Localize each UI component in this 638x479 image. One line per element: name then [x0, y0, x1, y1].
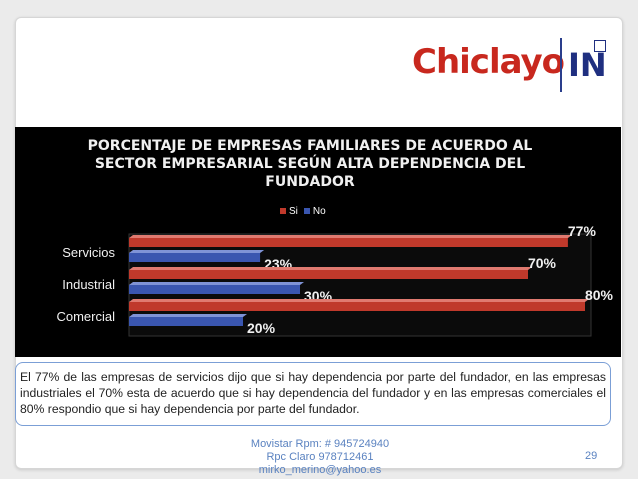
legend-label-si: Si	[289, 206, 298, 217]
footer-contact: Movistar Rpm: # 945724940 Rpc Claro 9787…	[210, 438, 430, 477]
footer-line-claro: Rpc Claro 978712461	[266, 451, 374, 463]
value-label-no-comercial: 20%	[247, 320, 276, 336]
legend-swatch-no	[303, 208, 310, 214]
bar-top-no-servicios	[129, 250, 265, 253]
logo-suffix-text: IN	[568, 46, 607, 84]
bar-top-si-industrial	[129, 267, 532, 270]
bar-top-si-servicios	[129, 235, 572, 238]
legend-swatch-si	[280, 208, 286, 214]
bar-no-servicios	[129, 253, 261, 262]
bar-chart-plot: Servicios77%23%Industrial70%30%Comercial…	[56, 223, 614, 337]
checkbox-icon	[594, 40, 606, 52]
page-number: 29	[585, 450, 598, 462]
bar-si-servicios	[129, 238, 568, 247]
chart-title-line-2: SECTOR EMPRESARIAL SEGÚN ALTA DEPENDENCI…	[94, 156, 526, 172]
chiclayoin-logo: Chiclayo IN	[412, 38, 608, 94]
bar-no-comercial	[129, 317, 243, 326]
value-label-si-comercial: 80%	[585, 287, 614, 303]
footer-line-movistar: Movistar Rpm: # 945724940	[250, 438, 390, 450]
value-label-si-servicios: 77%	[568, 223, 597, 239]
logo-in-block: IN	[560, 38, 608, 92]
legend-item-no: No	[303, 206, 326, 217]
legend-item-si: Si	[280, 206, 298, 217]
caption-text-box: El 77% de las empresas de servicios dijo…	[15, 362, 611, 426]
chart-title-line-1: PORCENTAJE DE EMPRESAS FAMILIARES DE ACU…	[87, 138, 533, 154]
bar-top-no-industrial	[129, 282, 304, 285]
logo-main-text: Chiclayo	[412, 42, 565, 82]
category-label-comercial: Comercial	[56, 309, 115, 324]
chart-legend: Si No	[280, 206, 326, 217]
bar-si-comercial	[129, 302, 585, 311]
chart-title: PORCENTAJE DE EMPRESAS FAMILIARES DE ACU…	[75, 137, 545, 191]
legend-label-no: No	[312, 206, 326, 217]
category-label-servicios: Servicios	[62, 245, 115, 260]
value-label-si-industrial: 70%	[528, 255, 557, 271]
bar-top-no-comercial	[129, 314, 247, 317]
bar-top-si-comercial	[129, 299, 589, 302]
bar-si-industrial	[129, 270, 528, 279]
chart-title-line-3: FUNDADOR	[265, 174, 355, 190]
category-label-industrial: Industrial	[62, 277, 115, 292]
chart-panel: PORCENTAJE DE EMPRESAS FAMILIARES DE ACU…	[15, 127, 621, 357]
footer-line-email: mirko_merino@yahoo.es	[258, 464, 382, 476]
bar-no-industrial	[129, 285, 300, 294]
